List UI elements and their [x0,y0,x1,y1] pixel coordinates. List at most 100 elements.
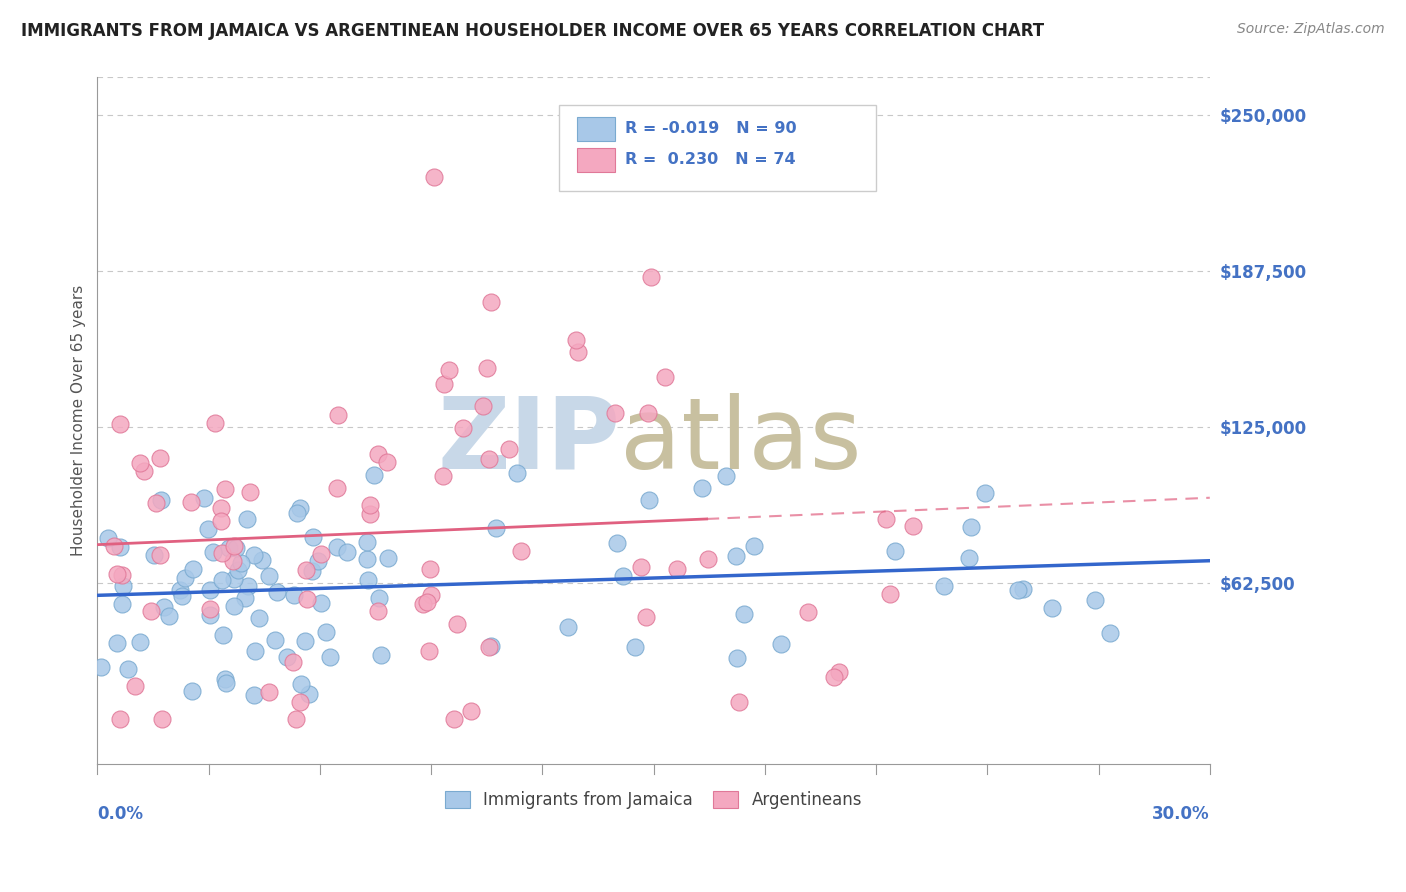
Point [716,469,738,483]
Point [157,608,180,623]
Point [883,543,905,558]
Point [211,574,233,588]
Point [124,679,146,693]
Point [309,547,332,561]
Point [325,540,347,554]
Point [222,539,245,553]
Point [211,546,233,560]
Point [285,506,308,520]
Point [250,553,273,567]
Point [152,600,174,615]
Point [446,617,468,632]
Point [214,482,236,496]
Point [690,481,713,495]
Point [565,333,588,347]
Point [222,573,245,587]
Point [443,712,465,726]
Point [105,636,128,650]
Point [557,620,579,634]
Point [290,676,312,690]
Point [145,496,167,510]
Point [266,585,288,599]
Point [484,521,506,535]
Point [139,604,162,618]
Point [973,486,995,500]
Point [103,539,125,553]
Point [117,661,139,675]
Point [229,557,252,571]
Point [222,599,245,613]
Text: R =  0.230   N = 74: R = 0.230 N = 74 [624,153,796,168]
Point [214,672,236,686]
Point [432,469,454,483]
Point [97,531,120,545]
Point [1040,601,1063,615]
Point [243,643,266,657]
Point [204,417,226,431]
Point [309,596,332,610]
Point [370,648,392,662]
Point [637,406,659,420]
Point [724,549,747,563]
Point [105,567,128,582]
Point [225,541,247,556]
Point [302,530,325,544]
Point [420,587,443,601]
Point [359,498,381,512]
Point [211,628,233,642]
Point [367,448,389,462]
Text: atlas: atlas [620,393,862,490]
Point [377,551,399,566]
Point [478,640,501,654]
Point [283,587,305,601]
Point [150,712,173,726]
Point [174,570,197,584]
Point [201,545,224,559]
Point [356,534,378,549]
Point [451,420,474,434]
Point [478,451,501,466]
Point [423,170,446,185]
Legend: Immigrants from Jamaica, Argentineans: Immigrants from Jamaica, Argentineans [437,783,870,818]
Point [142,548,165,562]
Point [460,704,482,718]
Point [770,637,793,651]
Point [294,564,316,578]
FancyBboxPatch shape [576,148,614,171]
Point [612,569,634,583]
Point [236,579,259,593]
Point [901,519,924,533]
Point [367,604,389,618]
Point [236,511,259,525]
Point [630,559,652,574]
Point [475,361,498,376]
Point [1084,593,1107,607]
Point [239,484,262,499]
Point [226,563,249,577]
Point [637,492,659,507]
Point [960,520,983,534]
Point [356,574,378,588]
Point [742,539,765,553]
Point [263,632,285,647]
Point [257,569,280,583]
Point [728,695,751,709]
Point [479,639,502,653]
Point [307,554,329,568]
Point [132,464,155,478]
Point [1007,582,1029,597]
Point [1098,625,1121,640]
FancyBboxPatch shape [560,105,876,191]
Point [419,562,441,576]
Point [623,640,645,654]
Point [129,635,152,649]
Point [180,495,202,509]
Point [498,442,520,457]
Point [640,270,662,285]
Point [359,508,381,522]
Point [439,362,461,376]
Point [328,408,350,422]
Point [356,552,378,566]
Text: 0.0%: 0.0% [97,805,143,823]
Point [298,687,321,701]
